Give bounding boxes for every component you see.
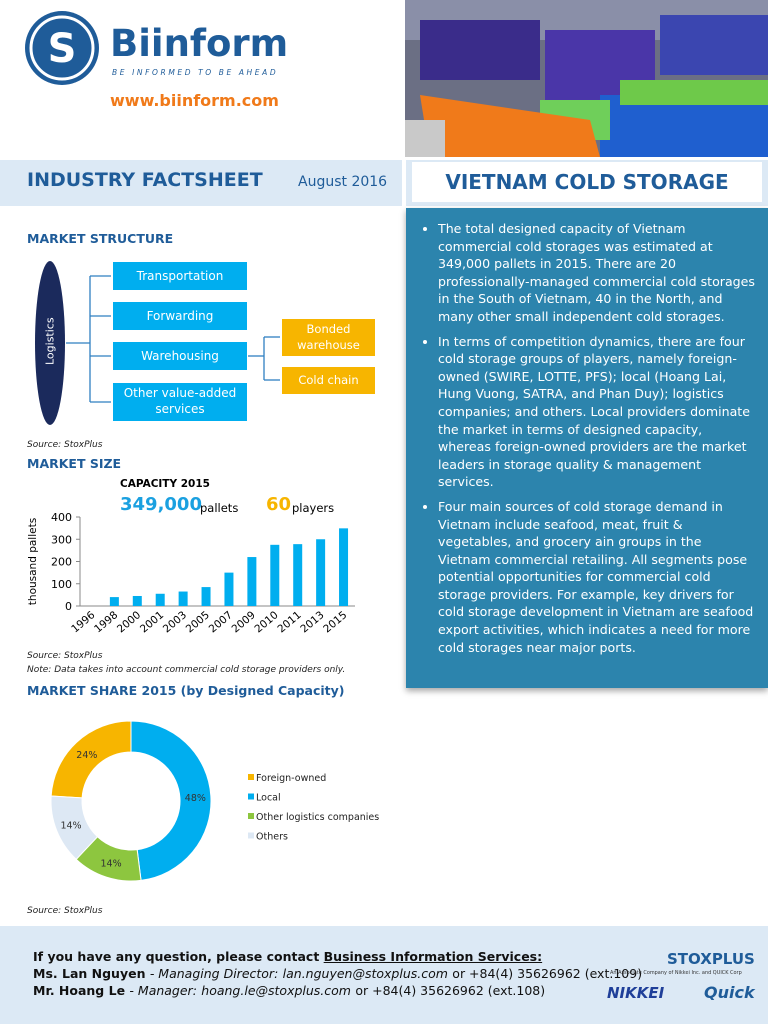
source: Source: StoxPlus	[27, 651, 103, 661]
capacity: 349,000	[120, 494, 202, 515]
y-tick-label: 100	[51, 578, 72, 591]
title: VIETNAM COLD STORAGE	[445, 170, 729, 194]
section-heading: MARKET SHARE 2015 (by Designed Capacity)	[27, 683, 345, 698]
capacity-unit: pallets	[200, 501, 239, 515]
x-tick-label: 2000	[115, 609, 143, 635]
bar	[178, 591, 188, 606]
intro: If you have any question, please contact	[33, 949, 320, 964]
node: Transportation	[136, 269, 224, 283]
donut-slice	[130, 720, 212, 881]
footer: If you have any question, please contact…	[0, 926, 768, 1024]
contact-email[interactable]: hoang.le@stoxplus.com	[201, 983, 351, 998]
x-tick-label: 2001	[138, 609, 166, 635]
node: Forwarding	[146, 309, 214, 323]
x-tick-label: 2007	[207, 609, 235, 635]
bar	[316, 539, 326, 606]
bar	[247, 557, 257, 606]
legend-label: Foreign-owned	[256, 773, 326, 784]
data-label: 14%	[60, 821, 81, 832]
data-label: 24%	[76, 750, 97, 761]
x-tick-label: 2011	[275, 609, 303, 635]
legend-swatch	[248, 774, 254, 780]
section-heading: MARKET STRUCTURE	[27, 231, 174, 246]
note: Note: Data takes into account commercial…	[27, 665, 346, 675]
legend-swatch	[248, 832, 254, 839]
contact-phone: or +84(4) 35626962 (ext.108)	[355, 983, 546, 998]
contact-email[interactable]: lan.nguyen@stoxplus.com	[282, 966, 448, 981]
bar	[270, 544, 280, 606]
contact-role: - Managing Director:	[149, 966, 279, 981]
bar	[132, 595, 142, 606]
capacity-label: CAPACITY 2015	[120, 478, 210, 490]
partner: Quick	[704, 983, 755, 1002]
contact-name: Mr. Hoang Le	[33, 983, 126, 998]
contact-role: - Manager:	[129, 983, 197, 998]
data-label: 14%	[101, 858, 122, 869]
source: Source: StoxPlus	[27, 906, 103, 916]
section-heading: MARKET SIZE	[27, 456, 122, 471]
website[interactable]: www.biinform.com	[110, 91, 279, 110]
contact: Ms. Lan Nguyen - Managing Director: lan.…	[33, 966, 642, 981]
bar	[339, 528, 349, 606]
y-tick-label: 300	[51, 533, 72, 546]
x-tick-label: 2003	[161, 609, 189, 635]
contact: Mr. Hoang Le - Manager: hoang.le@stoxplu…	[33, 983, 545, 998]
logo: STOXPLUS	[667, 950, 755, 968]
bar	[155, 593, 165, 606]
legend-swatch	[248, 813, 254, 819]
y-tick-label: 400	[51, 511, 72, 524]
source: Source: StoxPlus	[27, 440, 103, 450]
y-tick-label: 0	[65, 600, 72, 613]
logo-note: An Associate Company of Nikkei Inc. and …	[610, 970, 742, 975]
y-axis-title: thousand pallets	[27, 518, 39, 605]
legend-label: Others	[256, 832, 288, 843]
root-node: Logistics	[43, 317, 57, 365]
summary-panel: The total designed capacity of Vietnam c…	[406, 208, 768, 688]
bar	[293, 544, 303, 606]
x-tick-label: 2010	[253, 609, 281, 635]
logo-note-text: An Associate Company of Nikkei Inc. and …	[610, 970, 742, 976]
date: August 2016	[298, 174, 388, 190]
contact-phone: or +84(4) 35626962 (ext.109)	[452, 966, 643, 981]
contact-intro: If you have any question, please contact…	[33, 949, 542, 964]
bullet: In terms of competition dynamics, there …	[438, 333, 756, 491]
contact-name: Ms. Lan Nguyen	[33, 966, 146, 981]
players: 60	[266, 494, 292, 515]
brand: Biinform	[110, 22, 289, 65]
doc-type: INDUSTRY FACTSHEET	[27, 169, 263, 191]
partner: NIKKEI	[607, 984, 665, 1002]
bar	[201, 587, 211, 606]
x-tick-label: 1998	[92, 609, 120, 635]
y-tick-label: 200	[51, 556, 72, 569]
sub-node: Bonded warehouse	[297, 322, 360, 352]
legend-label: Other logistics companies	[256, 812, 379, 823]
players-unit: players	[292, 501, 335, 515]
service[interactable]: Business Information Services:	[323, 949, 543, 964]
x-tick-label: 2013	[298, 609, 326, 635]
bar	[109, 597, 119, 606]
x-tick-label: 1996	[69, 609, 97, 636]
tagline: BE INFORMED TO BE AHEAD	[112, 68, 279, 77]
bullet: Four main sources of cold storage demand…	[438, 498, 756, 656]
legend-label: Local	[256, 793, 281, 804]
bullet: The total designed capacity of Vietnam c…	[438, 220, 756, 326]
data-label: 48%	[185, 793, 206, 804]
bar	[224, 572, 234, 606]
x-tick-label: 2009	[230, 609, 258, 635]
x-tick-label: 2015	[321, 609, 349, 635]
x-tick-label: 2005	[184, 609, 212, 635]
legend-swatch	[248, 793, 254, 800]
svg-text:S: S	[48, 26, 77, 72]
node: Other value-added services	[123, 386, 237, 416]
sub-node: Cold chain	[298, 373, 359, 387]
node: Warehousing	[141, 349, 219, 363]
donut-slice	[50, 795, 99, 861]
